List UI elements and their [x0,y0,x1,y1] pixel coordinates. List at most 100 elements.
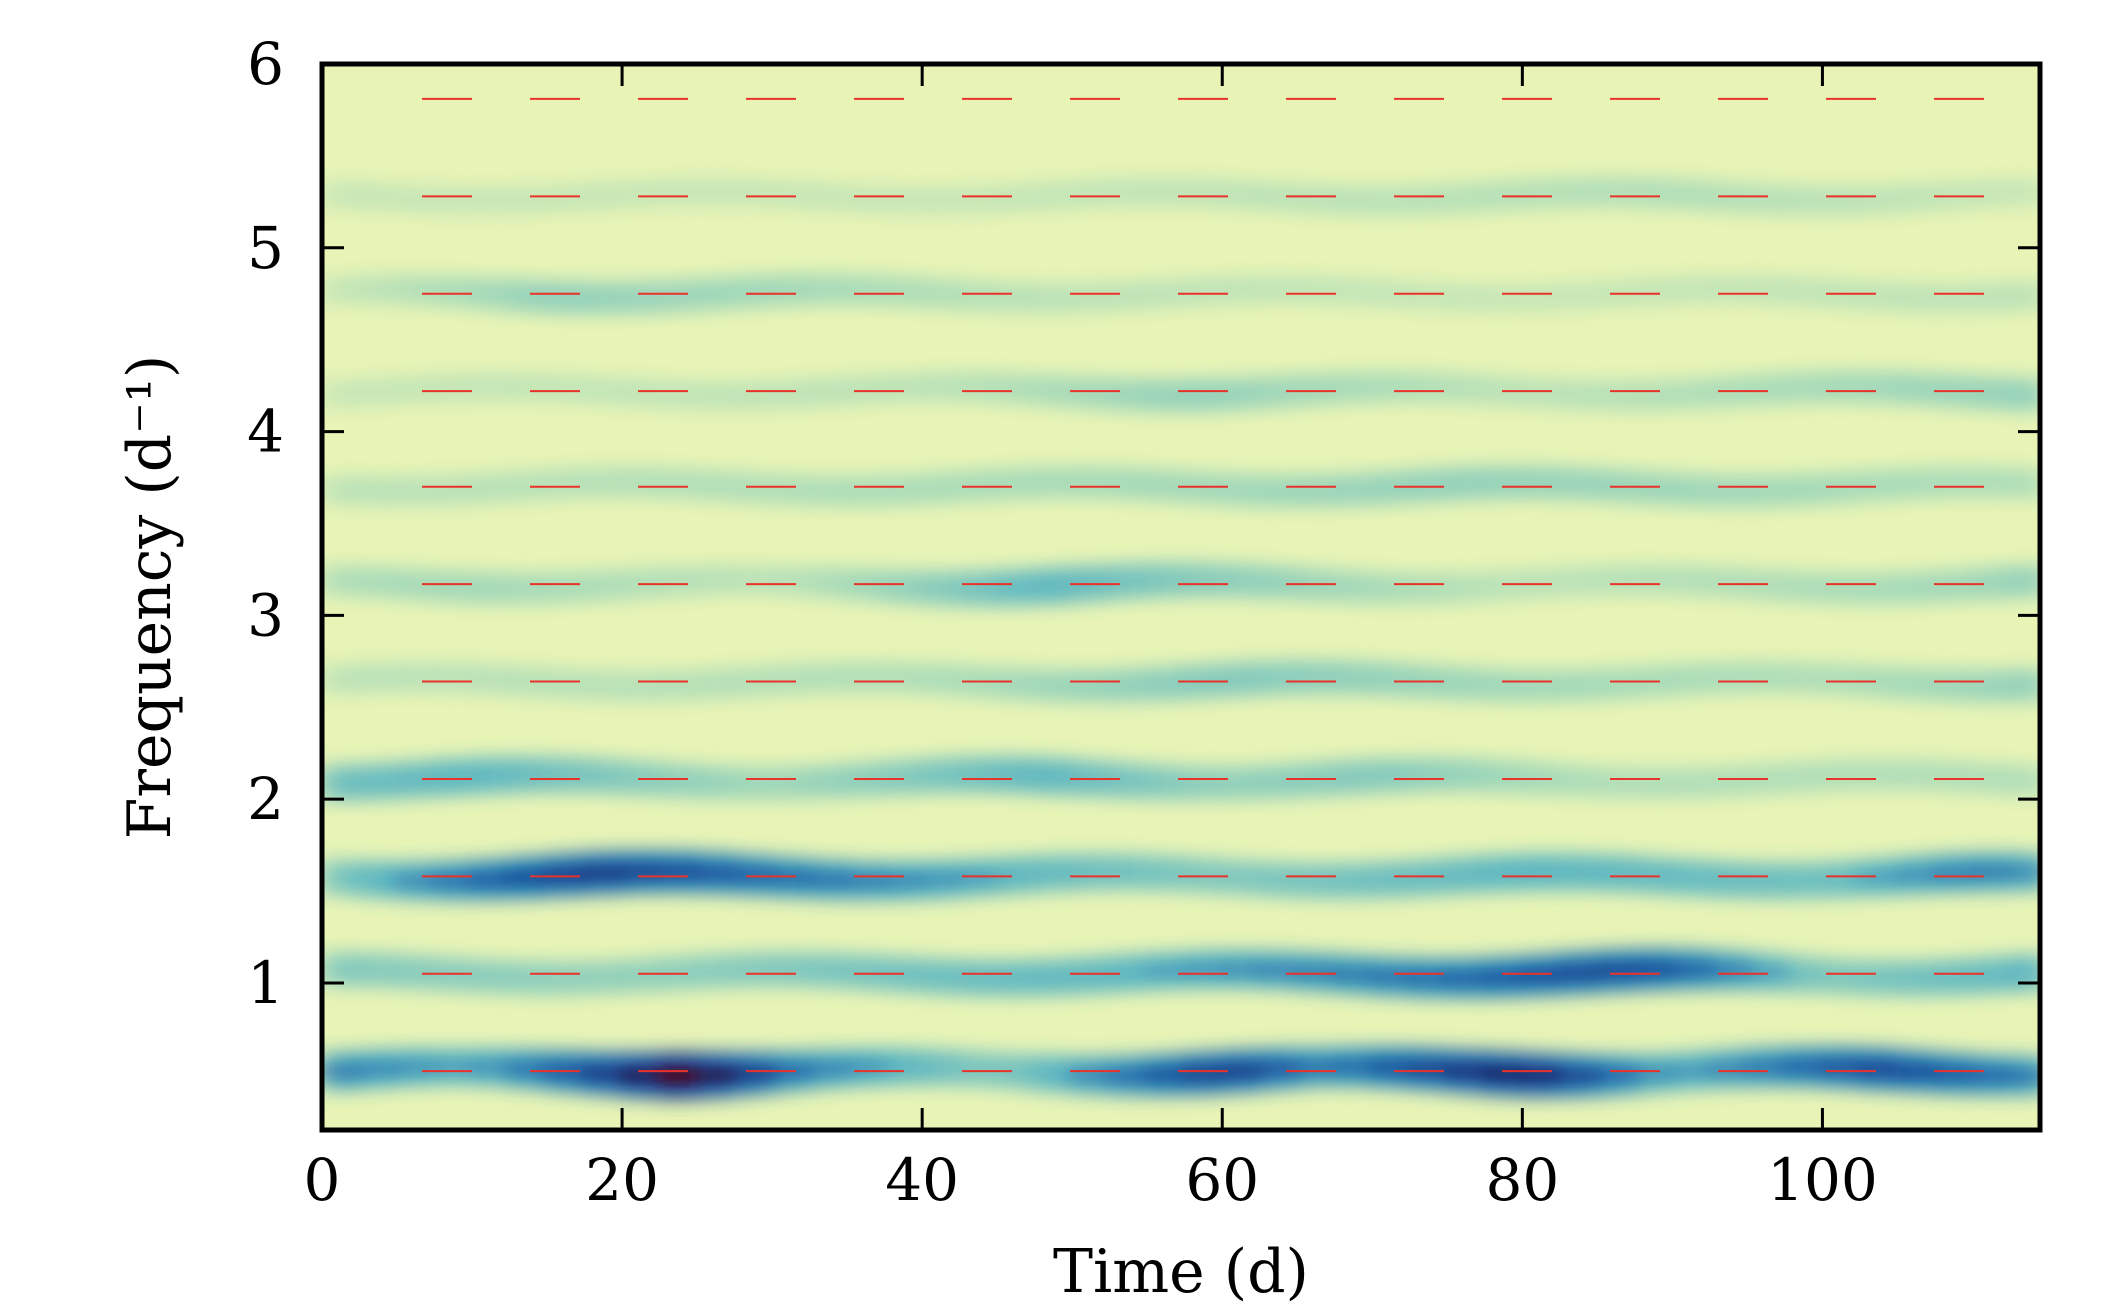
ridge-cell [1257,475,1300,508]
ridge-cell [1970,957,2012,993]
ridge-cell [845,274,887,306]
ridge-cell [507,279,550,313]
ridge-cell [657,380,700,410]
ridge-band-6 [322,466,2040,508]
ridge-peak-cell [732,867,775,884]
y-tick-label: 4 [247,398,284,466]
ridge-cell [1707,475,1750,507]
ridge-cell [732,275,775,308]
ridge-cell [1895,467,1937,499]
ridge-cell [2007,955,2040,991]
ridge-peak-cell [1670,1062,1712,1079]
ridge-cell [1820,370,1862,403]
ridge-cell [1857,281,1900,311]
x-tick-label: 100 [1767,1146,1878,1214]
ridge-cell [1895,183,1937,213]
ridge-cell [1220,766,1262,800]
ridge-cell [1970,179,2012,208]
ridge-cell [807,662,850,693]
ridge-cell [732,767,775,800]
ridge-cell [1632,380,1675,411]
ridge-cell [1595,855,1637,892]
ridge-cell [1482,760,1525,793]
ridge-cell [620,467,662,498]
ridge-peak-cell [1220,1063,1262,1080]
ridge-peak-cell [1070,1067,1112,1084]
ridge-peak-cell [1407,970,1450,987]
ridge-cell [432,571,475,603]
ridge-cell [1482,669,1525,702]
ridge-cell [1595,767,1637,798]
ridge-cell [1295,660,1337,694]
ridge-cell [1557,765,1600,797]
ridge-cell [1595,176,1637,207]
ridge-cell [1595,564,1637,595]
ridge-cell [432,276,475,307]
ridge-cell [845,661,887,693]
ridge-cell [1032,283,1075,314]
ridge-cell [807,953,850,988]
ridge-cell [507,185,550,215]
ridge-cell [1482,570,1525,601]
ridge-cell [582,570,625,602]
ridge-peak-cell [432,872,475,889]
ridge-cell [432,373,475,402]
ridge-cell [395,476,437,506]
ridge-cell [322,475,362,505]
ridge-peak-cell [1595,962,1637,979]
ridge-cell [1145,765,1187,800]
ridge-cell [395,274,437,305]
ridge-cell [882,570,925,604]
ridge-cell [1145,856,1187,891]
ridge-cell [1745,184,1787,215]
ridge-cell [1932,283,1975,313]
y-axis-title: Frequency (d⁻¹) [115,355,185,840]
ridge-cell [1745,475,1787,507]
ridge-peak-cell [1332,966,1375,983]
ridge-cell [620,671,662,702]
ridge-cell [1257,566,1300,599]
ridge-cell [845,374,887,404]
ridge-cell [1482,855,1525,891]
ridge-cell [1970,376,2012,410]
ridge-peak-cell [1370,968,1412,985]
ridge-cell [470,277,512,310]
ridge-cell [2007,468,2040,499]
ridge-cell [1857,185,1900,215]
ridge-cell [1182,767,1225,800]
ridge-cell [957,470,1000,501]
ridge-cell [470,473,512,503]
ridge-cell [995,857,1037,893]
ridge-cell [770,952,812,987]
ridge-cell [770,474,812,506]
ridge-cell [1970,467,2012,498]
ridge-peak-cell [882,872,925,889]
ridge-cell [807,475,850,507]
ridge-peak-cell [357,1060,400,1077]
ridge-cell [920,278,962,309]
ridge-cell [357,182,400,211]
ridge-cell [657,468,700,499]
ridge-cell [582,759,625,794]
ridge-peak-cell [1445,1063,1487,1080]
ridge-cell [1407,757,1450,791]
ridge-cell [920,371,962,402]
ridge-cell [807,765,850,798]
ridge-cell [732,178,775,207]
ridge-peak-cell [1970,863,2012,880]
ridge-cell [470,186,512,215]
ridge-peak-cell [1520,1067,1562,1084]
ridge-cell [732,564,775,595]
ridge-cell [1070,854,1112,890]
ridge-cell [1820,573,1862,604]
ridge-cell [1407,573,1450,604]
ridge-cell [1370,862,1412,897]
ridge-cell [732,380,775,410]
ridge-cell [582,961,625,994]
ridge-cell [545,374,587,403]
ridge-cell [1332,760,1375,794]
ridge-peak-cell [1820,1059,1862,1076]
ridge-cell [1370,371,1412,402]
